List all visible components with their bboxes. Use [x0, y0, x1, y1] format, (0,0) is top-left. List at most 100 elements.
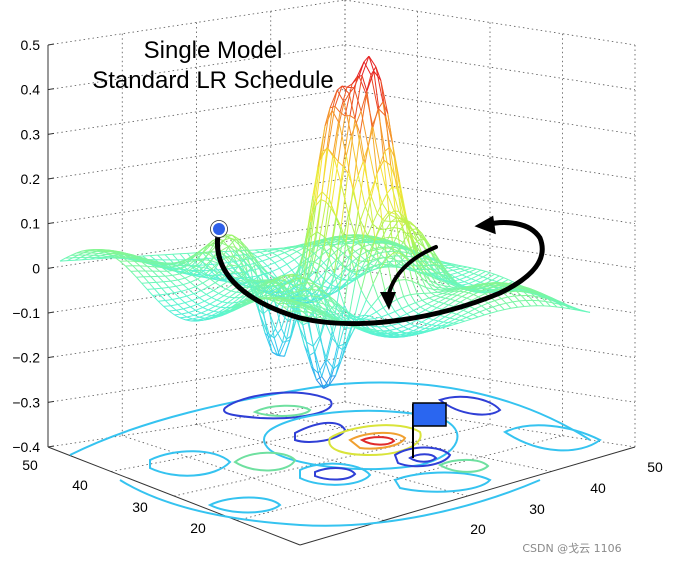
surface-mesh-line: [400, 251, 407, 257]
surface-mesh-line: [443, 302, 449, 306]
surface-mesh-line: [169, 264, 178, 266]
surface-mesh-line: [294, 243, 303, 247]
surface-mesh-line: [259, 250, 268, 253]
surface-mesh-line: [248, 282, 256, 288]
surface-mesh-line: [292, 290, 300, 293]
surface-mesh-line: [326, 110, 333, 148]
surface-mesh-line: [436, 283, 444, 287]
surface-mesh-line: [390, 266, 399, 268]
surface-mesh-line: [100, 255, 109, 257]
surface-mesh-line: [396, 336, 404, 338]
surface-mesh-line: [398, 255, 404, 262]
surface-mesh-line: [204, 315, 213, 319]
surface-mesh-line: [213, 285, 221, 291]
surface-mesh-line: [391, 186, 397, 189]
surface-mesh-line: [172, 273, 180, 276]
surface-mesh-line: [222, 301, 228, 304]
surface-mesh-line: [193, 314, 200, 318]
surface-mesh-line: [182, 281, 191, 286]
surface-mesh-line: [228, 239, 235, 247]
surface-mesh-line: [229, 291, 237, 298]
surface-mesh-line: [218, 307, 227, 313]
surface-mesh-line: [433, 299, 439, 303]
surface-mesh-line: [370, 297, 379, 307]
surface-mesh-line: [337, 115, 346, 162]
surface-mesh-line: [454, 283, 463, 288]
contour-line: [223, 391, 333, 420]
surface-mesh-line: [253, 256, 262, 266]
surface-mesh-line: [322, 107, 331, 151]
surface-mesh-line: [556, 306, 564, 309]
surface-mesh-line: [190, 278, 198, 283]
surface-mesh-line: [369, 240, 377, 243]
surface-mesh-line: [97, 257, 106, 260]
surface-mesh-line: [375, 66, 384, 102]
surface-mesh-line: [136, 257, 144, 261]
surface-mesh-line: [241, 297, 250, 305]
surface-mesh-line: [206, 290, 214, 295]
surface-mesh-line: [381, 334, 389, 337]
surface-mesh-line: [125, 265, 132, 272]
surface-mesh-line: [472, 283, 480, 287]
z-tick-label: −0.1: [12, 305, 40, 321]
surface-mesh-line: [215, 276, 224, 281]
surface-mesh-line: [337, 161, 344, 167]
surface-mesh-line: [349, 115, 356, 120]
surface-mesh-line: [526, 287, 534, 291]
surface-mesh-line: [259, 251, 266, 256]
surface-mesh-line: [499, 304, 505, 310]
surface-mesh-line: [335, 259, 341, 265]
surface-mesh-line: [347, 118, 356, 174]
surface-mesh-line: [550, 305, 558, 308]
surface-mesh-line: [207, 282, 216, 288]
surface-mesh-line: [382, 307, 389, 315]
surface-mesh-line: [326, 270, 335, 277]
surface-mesh-line: [302, 291, 311, 299]
surface-mesh-line: [472, 314, 479, 318]
y-tick-label: 50: [647, 459, 663, 475]
surface-mesh-line: [164, 253, 173, 256]
surface-mesh-line: [421, 254, 430, 266]
surface-mesh-line: [378, 108, 387, 117]
surface-mesh-line: [296, 299, 304, 301]
surface-mesh-line: [266, 265, 273, 272]
surface-mesh-line: [323, 246, 330, 259]
grid-line-left: [47, 267, 346, 314]
surface-mesh-line: [179, 273, 186, 279]
surface-mesh-line: [342, 115, 351, 167]
surface-mesh-line: [316, 379, 324, 389]
surface-mesh-line: [376, 259, 382, 264]
surface-mesh-line: [446, 263, 454, 265]
surface-mesh-line: [216, 299, 223, 303]
surface-mesh-line: [206, 267, 214, 271]
surface-mesh-line: [395, 260, 402, 266]
surface-mesh-line: [278, 339, 287, 356]
surface-mesh-line: [343, 102, 352, 136]
surface-mesh-line: [419, 235, 428, 243]
chart-title-line-1: Single Model: [144, 37, 283, 64]
surface-mesh-line: [386, 227, 394, 230]
surface-mesh-line: [157, 254, 164, 261]
surface-mesh-line: [202, 252, 208, 259]
surface-mesh-line: [325, 154, 334, 202]
surface-mesh-line: [384, 146, 391, 152]
surface-mesh-line: [397, 245, 406, 250]
surface-mesh-line: [222, 274, 229, 280]
surface-mesh-line: [507, 295, 515, 298]
surface-mesh-line: [137, 270, 144, 278]
surface-mesh-line: [480, 278, 488, 283]
surface-mesh-line: [363, 61, 372, 76]
grid-line-left: [47, 222, 346, 269]
surface-mesh-line: [273, 275, 281, 282]
surface-mesh-line: [484, 290, 492, 295]
surface-mesh-line: [326, 359, 335, 370]
surface-mesh-line: [412, 230, 419, 243]
surface-mesh-line: [415, 299, 423, 304]
surface-mesh-line: [429, 280, 438, 285]
x-tick-label: 20: [190, 520, 206, 536]
surface-mesh-line: [119, 260, 126, 267]
surface-mesh-line: [319, 290, 328, 295]
surface-mesh-line: [287, 245, 295, 249]
surface-mesh-line: [420, 276, 429, 284]
surface-mesh-line: [262, 248, 271, 250]
